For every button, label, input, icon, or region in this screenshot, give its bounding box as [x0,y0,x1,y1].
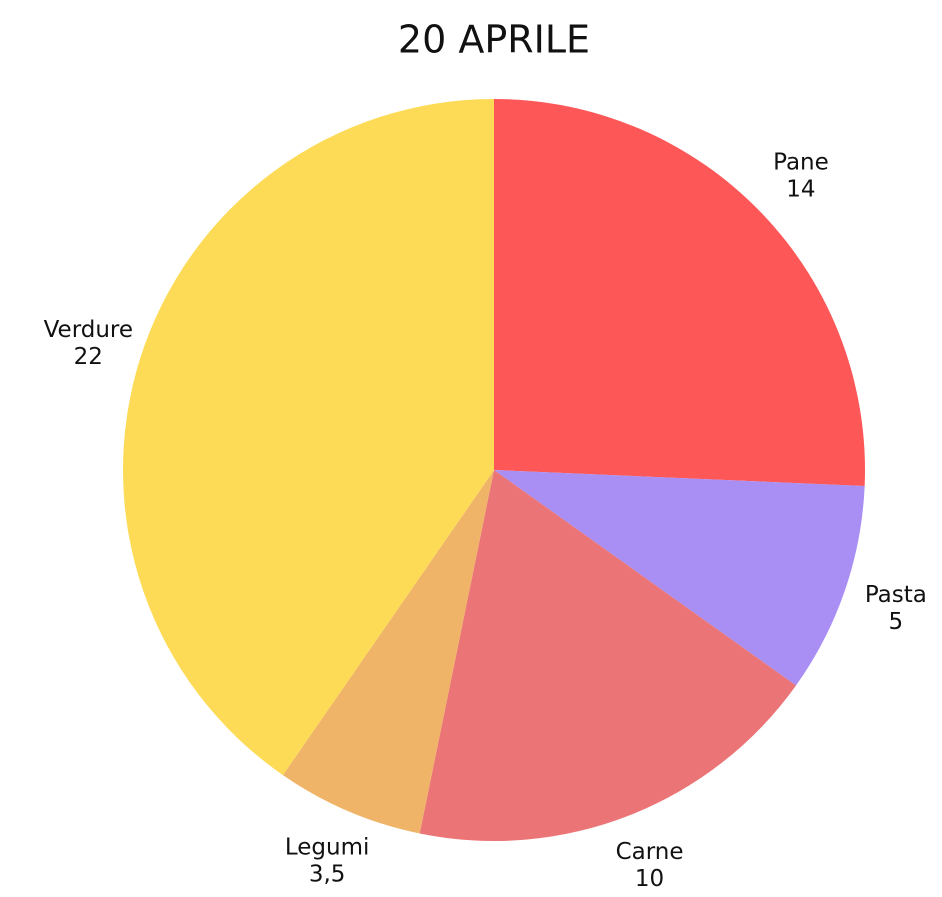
slice-value: 22 [74,344,103,370]
pie-slice [494,99,866,487]
pie-slice [494,470,865,686]
slice-label: Pane [773,150,829,176]
slice-label: Pasta [865,582,927,608]
slice-value: 10 [635,866,664,892]
pie-slice [419,470,797,841]
chart-title: 20 APRILE [398,18,590,62]
slice-label: Legumi [285,834,370,860]
pie-slice [282,470,494,834]
slice-value: 3,5 [309,861,346,887]
slice-label: Verdure [44,317,133,343]
slice-label: Carne [616,839,684,865]
slice-value: 5 [889,609,904,635]
pie-slice [123,99,494,776]
slice-value: 14 [786,177,815,203]
